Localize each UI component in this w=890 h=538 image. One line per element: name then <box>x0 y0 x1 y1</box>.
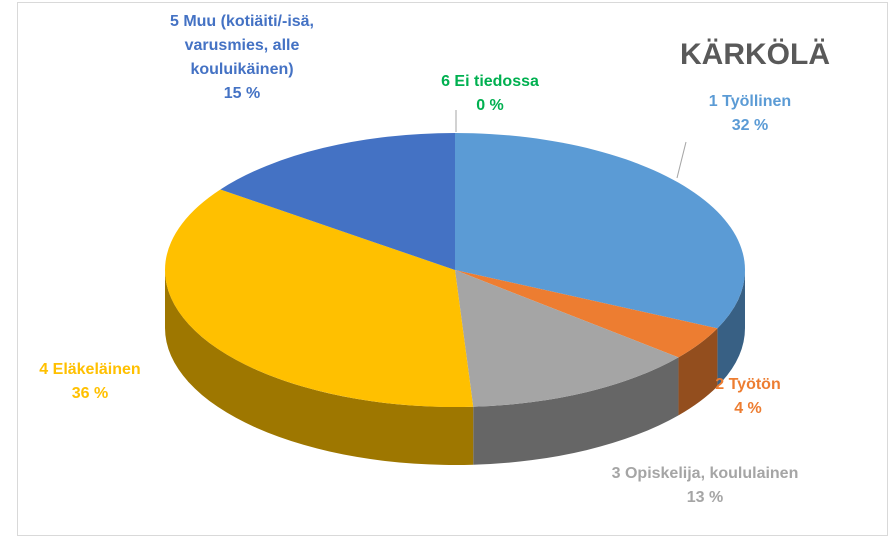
chart-title: KÄRKÖLÄ <box>680 38 830 71</box>
value-label: 15 % <box>223 85 261 102</box>
category-label: 4 Eläkeläinen <box>39 361 141 378</box>
slice <box>455 270 718 358</box>
category-label: 3 Opiskelija, koululainen <box>611 465 799 482</box>
data-label: 1 Työllinen 32 % <box>670 90 830 138</box>
slice-side <box>717 270 745 387</box>
category-label: 1 Työllinen <box>708 93 792 110</box>
data-label: 2 Työtön 4 % <box>688 373 808 421</box>
data-label: 6 Ei tiedossa 0 % <box>420 70 560 118</box>
value-label: 0 % <box>476 97 504 114</box>
value-label: 32 % <box>731 117 769 134</box>
slice <box>455 270 679 407</box>
category-label: 5 Muu (kotiäiti/-isä, varusmies, alle ko… <box>169 13 314 78</box>
chart-border <box>17 2 888 536</box>
category-label: 2 Työtön <box>715 376 781 393</box>
data-label: 5 Muu (kotiäiti/-isä, varusmies, alle ko… <box>157 10 327 106</box>
value-label: 36 % <box>71 385 109 402</box>
value-label: 13 % <box>686 489 724 506</box>
slice <box>220 133 455 270</box>
slice-side <box>473 357 679 465</box>
slice <box>165 189 474 407</box>
slice <box>455 133 745 329</box>
data-label: 4 Eläkeläinen 36 % <box>10 358 170 406</box>
slice-side <box>678 328 718 416</box>
category-label: 6 Ei tiedossa <box>441 73 539 90</box>
leader-line <box>676 141 687 179</box>
data-label: 3 Opiskelija, koululainen 13 % <box>575 462 835 510</box>
value-label: 4 % <box>734 400 762 417</box>
slice-side <box>165 270 474 465</box>
